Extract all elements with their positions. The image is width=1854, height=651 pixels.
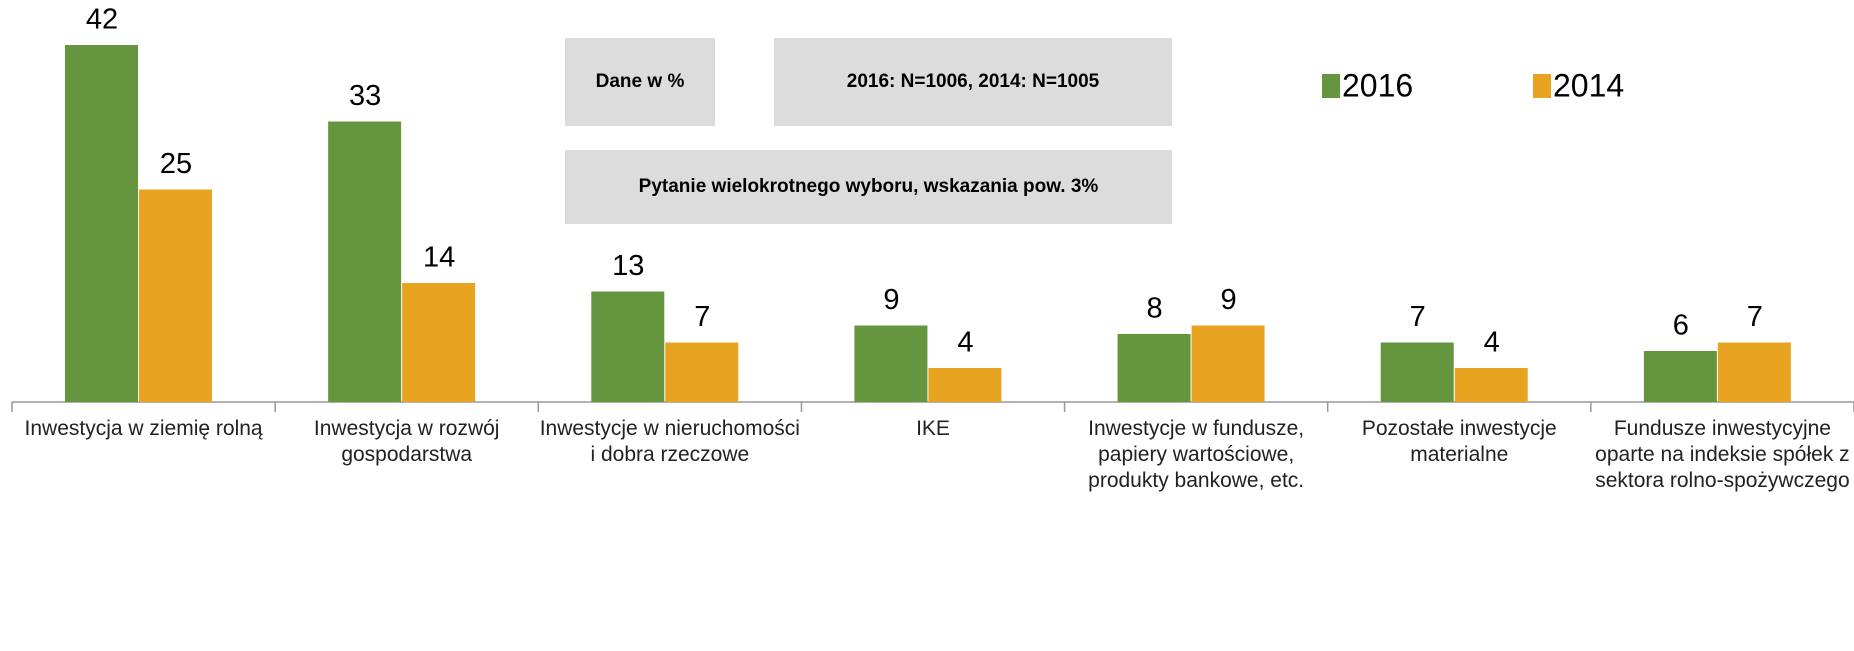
x-tick-label: Inwestycja w rozwój gospodarstwa [313, 417, 500, 466]
value-label: 9 [1221, 284, 1237, 316]
bar [1117, 334, 1191, 402]
bar [65, 45, 138, 402]
bar [1380, 342, 1454, 402]
bar [328, 121, 402, 402]
x-tick-label: IKE [916, 417, 950, 440]
bar [1191, 325, 1265, 402]
value-label: 6 [1673, 310, 1689, 342]
value-label: 13 [612, 250, 644, 282]
value-label: 7 [1410, 301, 1426, 333]
x-tick-label: Pozostałe inwestycje materialne [1361, 417, 1557, 466]
legend-swatch [1322, 74, 1340, 98]
bar [1643, 351, 1717, 402]
bar [928, 368, 1002, 402]
note: Dane w % [565, 38, 715, 126]
legend-label: 2016 [1342, 67, 1413, 103]
value-label: 4 [957, 327, 973, 359]
value-label: 7 [1747, 301, 1763, 333]
bar [402, 283, 476, 402]
x-tick-label: Inwestycje w nieruchomości i dobra rzecz… [539, 417, 800, 466]
x-tick-label: Inwestycje w fundusze, papiery wartościo… [1088, 417, 1305, 492]
bar [1454, 368, 1528, 402]
value-label: 9 [883, 284, 899, 316]
bar [139, 189, 212, 402]
x-tick-label: Inwestycja w ziemię rolną [24, 417, 263, 440]
note: Pytanie wielokrotnego wyboru, wskazania … [565, 150, 1172, 224]
bar [854, 325, 928, 402]
bar [591, 291, 665, 402]
legend-label: 2014 [1553, 67, 1624, 103]
legend-swatch [1533, 74, 1551, 98]
value-label: 14 [423, 242, 455, 274]
x-tick-label: Fundusze inwestycyjne oparte na indeksie… [1595, 417, 1850, 492]
value-label: 4 [1484, 327, 1500, 359]
bar [1717, 342, 1791, 402]
value-label: 42 [86, 4, 118, 36]
bar [665, 342, 739, 402]
value-label: 7 [694, 301, 710, 333]
value-label: 25 [160, 148, 192, 180]
note: 2016: N=1006, 2014: N=1005 [774, 38, 1172, 126]
value-label: 8 [1147, 293, 1163, 325]
value-label: 33 [349, 80, 381, 112]
